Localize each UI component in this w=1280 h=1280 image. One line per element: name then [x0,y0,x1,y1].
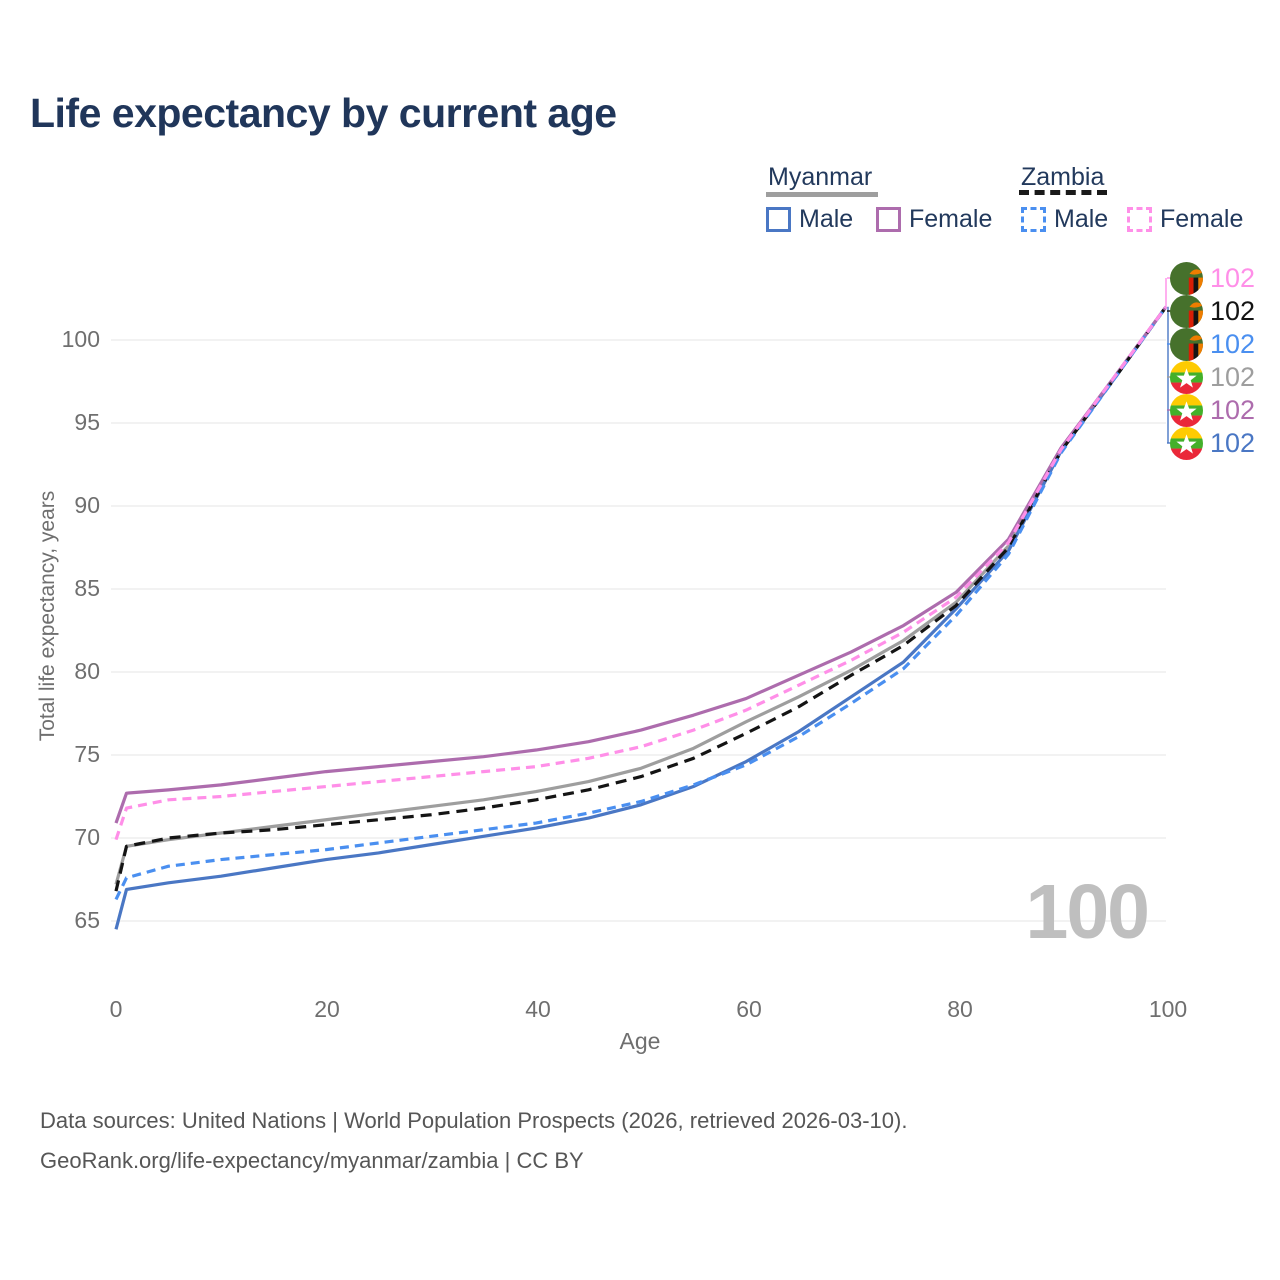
line-zambia-male[interactable] [114,305,1168,901]
legend-item-label: Female [1160,205,1244,233]
myanmar-flag-icon [1170,361,1203,394]
line-zambia-female[interactable] [114,305,1168,841]
y-tick-95: 95 [74,409,100,435]
y-tick-70: 70 [74,824,100,850]
line-myanmar-combined[interactable] [114,305,1168,885]
y-tick-80: 80 [74,658,100,684]
legend-item-label: Male [1054,205,1109,233]
endpoint-label-myanmar-female: 102 [1170,393,1255,427]
x-axis-title: Age [619,1028,661,1054]
y-axis-title: Total life expectancy, years [36,490,59,742]
myanmar-flag-icon [1170,394,1203,427]
endpoint-value: 102 [1210,427,1256,458]
myanmar-flag-icon [1170,427,1203,460]
endpoint-value: 102 [1210,295,1256,326]
legend-country-zambia[interactable]: Zambia [1021,163,1105,191]
endpoint-value: 102 [1210,328,1256,359]
endpoint-label-zambia-male: 102 [1170,327,1255,361]
zambia-flag-icon [1170,295,1203,328]
x-tick-60: 60 [736,996,762,1022]
legend-item-zambia-male[interactable]: Male [1021,205,1108,234]
endpoint-value: 102 [1210,361,1256,392]
x-tick-100: 100 [1148,996,1188,1022]
legend-item-myanmar-male[interactable]: Male [766,205,853,234]
endpoint-label-myanmar-male: 102 [1170,426,1255,460]
y-tick-100: 100 [61,326,100,352]
endpoint-value: 102 [1210,394,1256,425]
endpoint-label-zambia-combined: 102 [1170,294,1255,328]
legend-country-myanmar[interactable]: Myanmar [768,163,873,191]
line-myanmar-male[interactable] [114,305,1168,930]
myanmar-male-swatch-icon [766,207,791,232]
y-tick-85: 85 [74,575,100,601]
line-zambia-combined[interactable] [114,305,1168,892]
x-tick-80: 80 [947,996,973,1022]
y-tick-75: 75 [74,741,100,767]
legend-item-zambia-female[interactable]: Female [1127,205,1243,234]
legend-myanmar-solid-line-swatch [766,192,878,197]
legend-item-label: Male [799,205,854,233]
y-tick-90: 90 [74,492,100,518]
page-title: Life expectancy by current age [30,90,617,136]
endpoint-value: 102 [1210,262,1256,293]
endpoint-label-zambia-female: 102 [1170,261,1255,295]
footer-attribution: GeoRank.org/life-expectancy/myanmar/zamb… [40,1148,584,1173]
zambia-flag-icon [1170,328,1203,361]
zambia-male-swatch-icon [1021,207,1046,232]
line-myanmar-female[interactable] [114,305,1168,824]
hover-age-watermark: 100 [1025,869,1150,955]
legend-item-label: Female [909,205,993,233]
zambia-female-swatch-icon [1127,207,1152,232]
zambia-flag-icon [1170,262,1203,295]
endpoint-label-myanmar-combined: 102 [1170,360,1255,394]
legend-zambia-dashed-line-swatch [1019,190,1107,200]
legend-item-myanmar-female[interactable]: Female [876,205,992,234]
y-tick-65: 65 [74,907,100,933]
footer-data-sources: Data sources: United Nations | World Pop… [40,1108,908,1133]
x-tick-40: 40 [525,996,551,1022]
x-tick-20: 20 [314,996,340,1022]
myanmar-female-swatch-icon [876,207,901,232]
x-tick-0: 0 [109,996,123,1022]
